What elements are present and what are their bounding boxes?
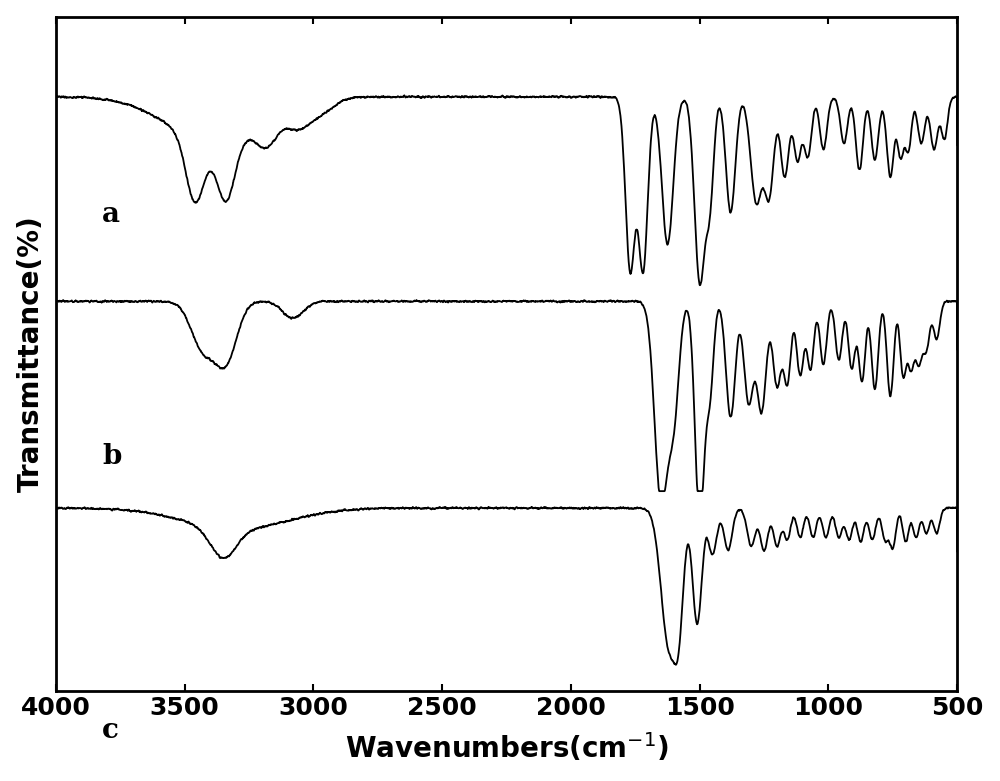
Text: a: a xyxy=(102,201,120,227)
Text: c: c xyxy=(102,717,119,744)
X-axis label: Wavenumbers(cm$^{-1}$): Wavenumbers(cm$^{-1}$) xyxy=(345,732,668,765)
Text: b: b xyxy=(102,443,122,470)
Y-axis label: Transmittance(%): Transmittance(%) xyxy=(17,216,45,493)
